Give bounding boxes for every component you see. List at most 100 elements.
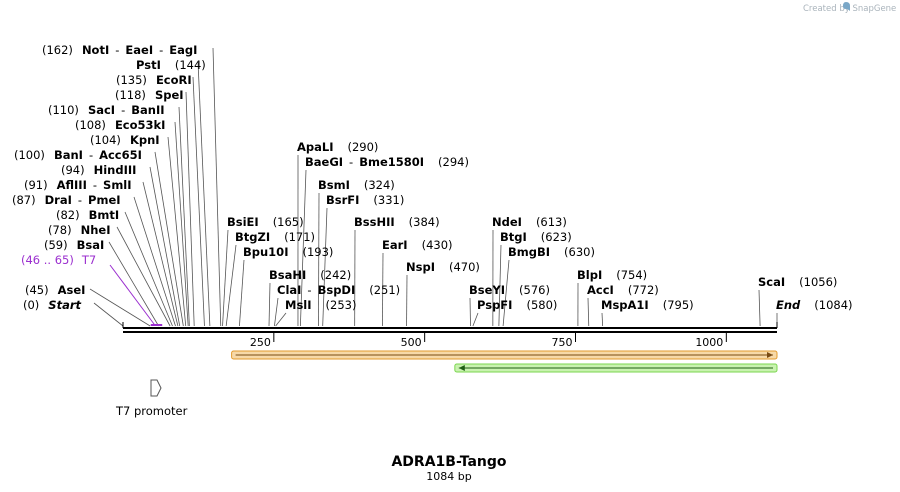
snapgene-watermark: Created by SnapGene <box>803 2 896 14</box>
enzyme-label: BsaHI (242) <box>269 268 351 282</box>
enzyme-site-msli[interactable]: MslI (253) <box>285 298 356 312</box>
map-title: ADRA1B-Tango 1084 bp <box>391 454 506 483</box>
enzyme-label: BlpI (754) <box>577 268 647 282</box>
enzyme-leader <box>149 166 181 327</box>
enzyme-label: PstI (144) <box>136 58 206 72</box>
enzyme-site-acci[interactable]: AccI (772) <box>587 283 659 297</box>
enzyme-label: MslI (253) <box>285 298 356 312</box>
enzyme-label: Bpu10I (193) <box>243 245 333 259</box>
enzyme-site-nspi[interactable]: NspI (470) <box>406 260 480 274</box>
enzyme-label: (0) Start <box>23 298 82 312</box>
enzyme-label: (162) NotI - EaeI - EagI <box>42 43 197 57</box>
enzyme-site-bpu10i[interactable]: Bpu10I (193) <box>243 245 333 259</box>
enzyme-label: (87) DraI - PmeI <box>12 193 121 207</box>
enzyme-label: BsrFI (331) <box>326 193 404 207</box>
enzyme-site-noti[interactable]: (162) NotI - EaeI - EagI <box>42 43 197 57</box>
enzyme-site-bmti[interactable]: (82) BmtI <box>56 208 119 222</box>
enzyme-label: ApaLI (290) <box>297 140 378 154</box>
enzyme-site-btgi[interactable]: BtgI (623) <box>500 230 572 244</box>
enzyme-leader <box>502 259 510 327</box>
enzyme-label: (94) HindIII <box>61 163 136 177</box>
enzyme-site-start[interactable]: (0) Start <box>23 298 82 312</box>
enzyme-site-bsshii[interactable]: BssHII (384) <box>354 215 440 229</box>
enzyme-site-eari[interactable]: EarI (430) <box>382 238 453 252</box>
enzyme-site-asei[interactable]: (45) AseI <box>25 283 85 297</box>
enzyme-leader <box>758 289 761 327</box>
enzyme-site-btgzi[interactable]: BtgZI (171) <box>235 230 315 244</box>
enzyme-label: (110) SacI - BanII <box>48 103 165 117</box>
enzyme-site-apali[interactable]: ApaLI (290) <box>297 140 378 154</box>
enzyme-site-psti[interactable]: PstI (144) <box>136 58 206 72</box>
enzyme-label: ScaI (1056) <box>758 275 837 289</box>
enzyme-label: BsmI (324) <box>318 178 395 192</box>
enzyme-site-afliii[interactable]: (91) AflIII - SmlI <box>24 178 132 192</box>
enzyme-site-bsai[interactable]: (59) BsaI <box>44 238 104 252</box>
enzyme-site-saci[interactable]: (110) SacI - BanII <box>48 103 165 117</box>
enzyme-site-bmgbi[interactable]: BmgBI (630) <box>508 245 595 259</box>
enzyme-label: (78) NheI <box>48 223 111 237</box>
primer-leader <box>109 264 156 326</box>
enzyme-label: MspA1I (795) <box>601 298 694 312</box>
enzyme-site-baegi[interactable]: BaeGI - Bme1580I (294) <box>305 155 469 169</box>
enzyme-label: BsiEI (165) <box>227 215 304 229</box>
enzyme-leader <box>601 312 604 327</box>
green-feature-arrow-icon <box>458 365 465 371</box>
enzyme-leader <box>93 302 124 327</box>
enzyme-site-ecori[interactable]: (135) EcoRI <box>116 73 192 87</box>
enzyme-label: PspFI (580) <box>477 298 557 312</box>
enzyme-site-spei[interactable]: (118) SpeI <box>115 88 184 102</box>
enzyme-site-end[interactable]: End (1084) <box>776 298 853 312</box>
enzyme-site-bsmi[interactable]: BsmI (324) <box>318 178 395 192</box>
promoter-label: T7 promoter <box>115 404 188 418</box>
enzyme-site-hindiii[interactable]: (94) HindIII <box>61 163 136 177</box>
enzyme-leader <box>212 47 222 327</box>
enzyme-site-pspfi[interactable]: PspFI (580) <box>477 298 557 312</box>
enzyme-site-bani[interactable]: (100) BanI - Acc65I <box>14 148 142 162</box>
enzyme-leader <box>108 241 159 327</box>
enzyme-site-bseyi[interactable]: BseYI (576) <box>469 283 550 297</box>
enzyme-leader <box>498 244 502 327</box>
enzyme-site-kpni[interactable]: (104) KpnI <box>90 133 160 147</box>
enzyme-leader <box>587 297 590 327</box>
enzyme-leader <box>299 169 307 327</box>
enzyme-site-drai[interactable]: (87) DraI - PmeI <box>12 193 121 207</box>
enzyme-leader <box>318 192 320 327</box>
enzyme-leader <box>174 121 189 327</box>
enzyme-site-ndei[interactable]: NdeI (613) <box>492 215 567 229</box>
enzyme-label: BtgI (623) <box>500 230 572 244</box>
enzyme-leader <box>274 297 279 327</box>
snapgene-logo-icon <box>843 2 850 11</box>
enzyme-label: (59) BsaI <box>44 238 104 252</box>
enzyme-leader <box>167 136 187 327</box>
enzyme-site-bsrfi[interactable]: BsrFI (331) <box>326 193 404 207</box>
enzyme-site-bsiei[interactable]: BsiEI (165) <box>227 215 304 229</box>
sequence-name: ADRA1B-Tango <box>391 454 506 470</box>
enzyme-leader <box>268 282 271 327</box>
enzyme-site-clai[interactable]: ClaI - BspDI (251) <box>277 283 400 297</box>
enzyme-leader <box>382 252 384 327</box>
enzyme-leader <box>116 226 171 327</box>
enzyme-label: BmgBI (630) <box>508 245 595 259</box>
sequence-length: 1084 bp <box>426 470 471 483</box>
enzyme-label: End (1084) <box>776 298 853 312</box>
enzyme-label: NdeI (613) <box>492 215 567 229</box>
enzyme-site-bsahi[interactable]: BsaHI (242) <box>269 268 351 282</box>
enzyme-site-nhei[interactable]: (78) NheI <box>48 223 111 237</box>
enzyme-site-mspa1i[interactable]: MspA1I (795) <box>601 298 694 312</box>
enzyme-leader <box>472 312 479 327</box>
enzyme-site-eco53ki[interactable]: (108) Eco53kI <box>75 118 165 132</box>
promoter-marker: T7 promoter <box>115 379 188 418</box>
enzyme-label: (108) Eco53kI <box>75 118 165 132</box>
enzyme-label: (135) EcoRI <box>116 73 192 87</box>
enzyme-site-blpi[interactable]: BlpI (754) <box>577 268 647 282</box>
enzyme-label: (104) KpnI <box>90 133 160 147</box>
enzyme-label: EarI (430) <box>382 238 453 252</box>
enzyme-label: (45) AseI <box>25 283 85 297</box>
enzyme-label: AccI (772) <box>587 283 659 297</box>
enzyme-label: (91) AflIII - SmlI <box>24 178 132 192</box>
orange-feature-arrow-icon <box>767 352 773 358</box>
enzyme-label: (118) SpeI <box>115 88 184 102</box>
enzyme-leader <box>89 288 151 327</box>
enzyme-site-scai[interactable]: ScaI (1056) <box>758 275 837 289</box>
